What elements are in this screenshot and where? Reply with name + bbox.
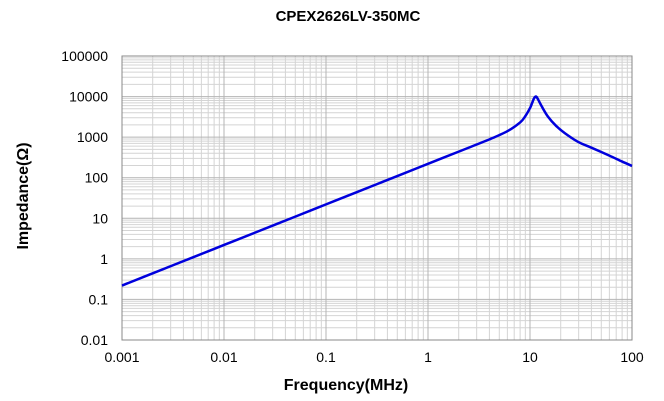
- x-axis-tick-labels: 0.001 0.01 0.1 1 10 100: [104, 349, 643, 365]
- y-axis-title: Impedance(Ω): [15, 142, 32, 249]
- y-tick-label: 0.01: [81, 332, 108, 348]
- y-axis-tick-labels: 100000 10000 1000 100 10 1 0.1 0.01: [61, 48, 108, 348]
- x-tick-label: 0.1: [316, 349, 336, 365]
- impedance-series-line: [121, 95, 633, 287]
- x-tick-label: 100: [620, 349, 644, 365]
- y-tick-label: 100: [85, 170, 109, 186]
- y-tick-label: 0.1: [89, 291, 109, 307]
- y-tick-label: 1: [100, 251, 108, 267]
- y-tick-label: 10000: [69, 89, 108, 105]
- chart-title: CPEX2626LV-350MC: [276, 8, 421, 25]
- y-tick-label: 1000: [77, 129, 108, 145]
- x-tick-label: 10: [522, 349, 538, 365]
- x-tick-label: 1: [424, 349, 432, 365]
- x-tick-label: 0.01: [210, 349, 237, 365]
- y-tick-label: 10: [92, 210, 108, 226]
- minor-gridlines: [122, 56, 632, 340]
- plot-area-frame: [121, 55, 633, 341]
- y-tick-label: 100000: [61, 48, 108, 64]
- x-axis-title: Frequency(MHz): [284, 377, 408, 394]
- x-tick-label: 0.001: [104, 349, 139, 365]
- series-layer: [121, 95, 633, 287]
